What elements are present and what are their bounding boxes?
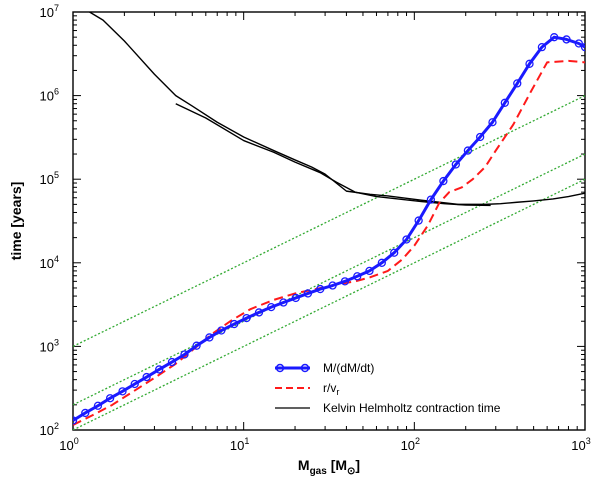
series-point-accretion <box>414 216 423 225</box>
series-point-accretion <box>562 35 571 44</box>
series-line-kelvin-helmholtz <box>89 12 585 206</box>
x-axis-label-rest: [M <box>327 457 347 473</box>
legend-marker-accretion <box>275 363 285 373</box>
x-tick-label: 101 <box>230 436 249 453</box>
x-axis-label-main: M <box>298 457 310 473</box>
x-tick-label: 103 <box>571 436 590 453</box>
series-point-accretion <box>242 313 251 323</box>
series-point-accretion <box>525 59 534 68</box>
series-line-accretion <box>73 35 585 422</box>
series-point-accretion <box>73 416 78 425</box>
series-point-accretion <box>402 235 411 244</box>
series-point-accretion <box>130 379 139 389</box>
legend-label-accretion: M/(dM/dt) <box>323 361 374 375</box>
series-point-accretion <box>118 387 127 396</box>
y-tick-label: 104 <box>40 254 59 271</box>
series-point-accretion <box>105 394 115 403</box>
series-point-accretion <box>279 298 288 307</box>
y-tick-label: 106 <box>40 87 59 104</box>
series-point-accretion <box>291 293 300 303</box>
y-tick-label: 107 <box>40 3 59 20</box>
series-point-accretion <box>574 39 583 48</box>
series-point-accretion <box>303 289 313 298</box>
series-point-accretion <box>340 277 350 286</box>
series-point-accretion <box>328 281 337 290</box>
series-point-accretion <box>365 266 374 276</box>
guide-lines <box>73 95 585 430</box>
x-tick-labels: 100 101 102 103 <box>59 436 590 453</box>
series-point-accretion <box>316 284 325 294</box>
y-tick-labels: 102 103 104 105 106 107 <box>40 3 59 438</box>
series-lines <box>73 12 585 426</box>
series-point-accretion <box>550 33 559 42</box>
series-point-accretion <box>580 42 585 52</box>
guide-line-0 <box>73 95 585 347</box>
series-point-accretion <box>500 98 509 107</box>
series-point-accretion <box>167 357 177 367</box>
legend-label-dynamical: r/vr <box>323 381 339 397</box>
series-point-accretion <box>192 341 201 350</box>
series-point-accretion <box>439 176 448 186</box>
series-line-kelvin-helmholtz-branch <box>175 103 491 207</box>
series-point-accretion <box>488 118 497 127</box>
legend-marker-accretion <box>300 363 310 373</box>
series-point-accretion <box>267 302 276 312</box>
legend: M/(dM/dt) r/vr Kelvin Helmholtz contract… <box>275 361 501 415</box>
series-point-accretion <box>353 272 362 281</box>
series-point-accretion <box>426 195 436 204</box>
x-axis-label-sub: gas <box>310 466 328 477</box>
series-point-accretion <box>205 333 214 342</box>
y-tick-label: 102 <box>40 421 59 438</box>
series-line-dynamical <box>73 59 585 426</box>
legend-label-kelvin-helmholtz: Kelvin Helmholtz contraction time <box>323 401 501 415</box>
y-tick-label: 103 <box>40 337 59 354</box>
series-point-accretion <box>180 350 189 359</box>
x-tick-label: 102 <box>401 436 420 453</box>
series-point-accretion <box>81 408 90 418</box>
x-axis-label-end: ] <box>355 457 360 473</box>
series-point-accretion <box>475 132 485 142</box>
series-point-accretion <box>93 401 103 410</box>
legend-label-dynamical-main: r/v <box>323 381 336 395</box>
guide-line-1 <box>73 153 585 406</box>
series-point-accretion <box>513 79 522 88</box>
series-point-accretion <box>230 319 239 329</box>
series-point-accretion <box>377 258 386 267</box>
series-point-accretion <box>217 326 226 335</box>
series-point-accretion <box>463 146 473 155</box>
series-point-accretion <box>142 372 151 382</box>
series-point-accretion <box>390 248 399 257</box>
x-axis-label: Mgas [M⊙] <box>298 457 360 477</box>
legend-label-dynamical-sub: r <box>336 387 339 397</box>
series-point-accretion <box>537 42 547 52</box>
series-point-accretion <box>451 160 460 169</box>
y-axis-label: time [years] <box>8 182 24 261</box>
x-tick-label: 100 <box>59 436 78 453</box>
y-tick-label: 105 <box>40 170 59 187</box>
guide-line-2 <box>73 178 585 430</box>
series-point-accretion <box>254 308 264 317</box>
series-point-accretion <box>155 365 164 374</box>
x-axis-label-sub2: ⊙ <box>347 466 355 477</box>
